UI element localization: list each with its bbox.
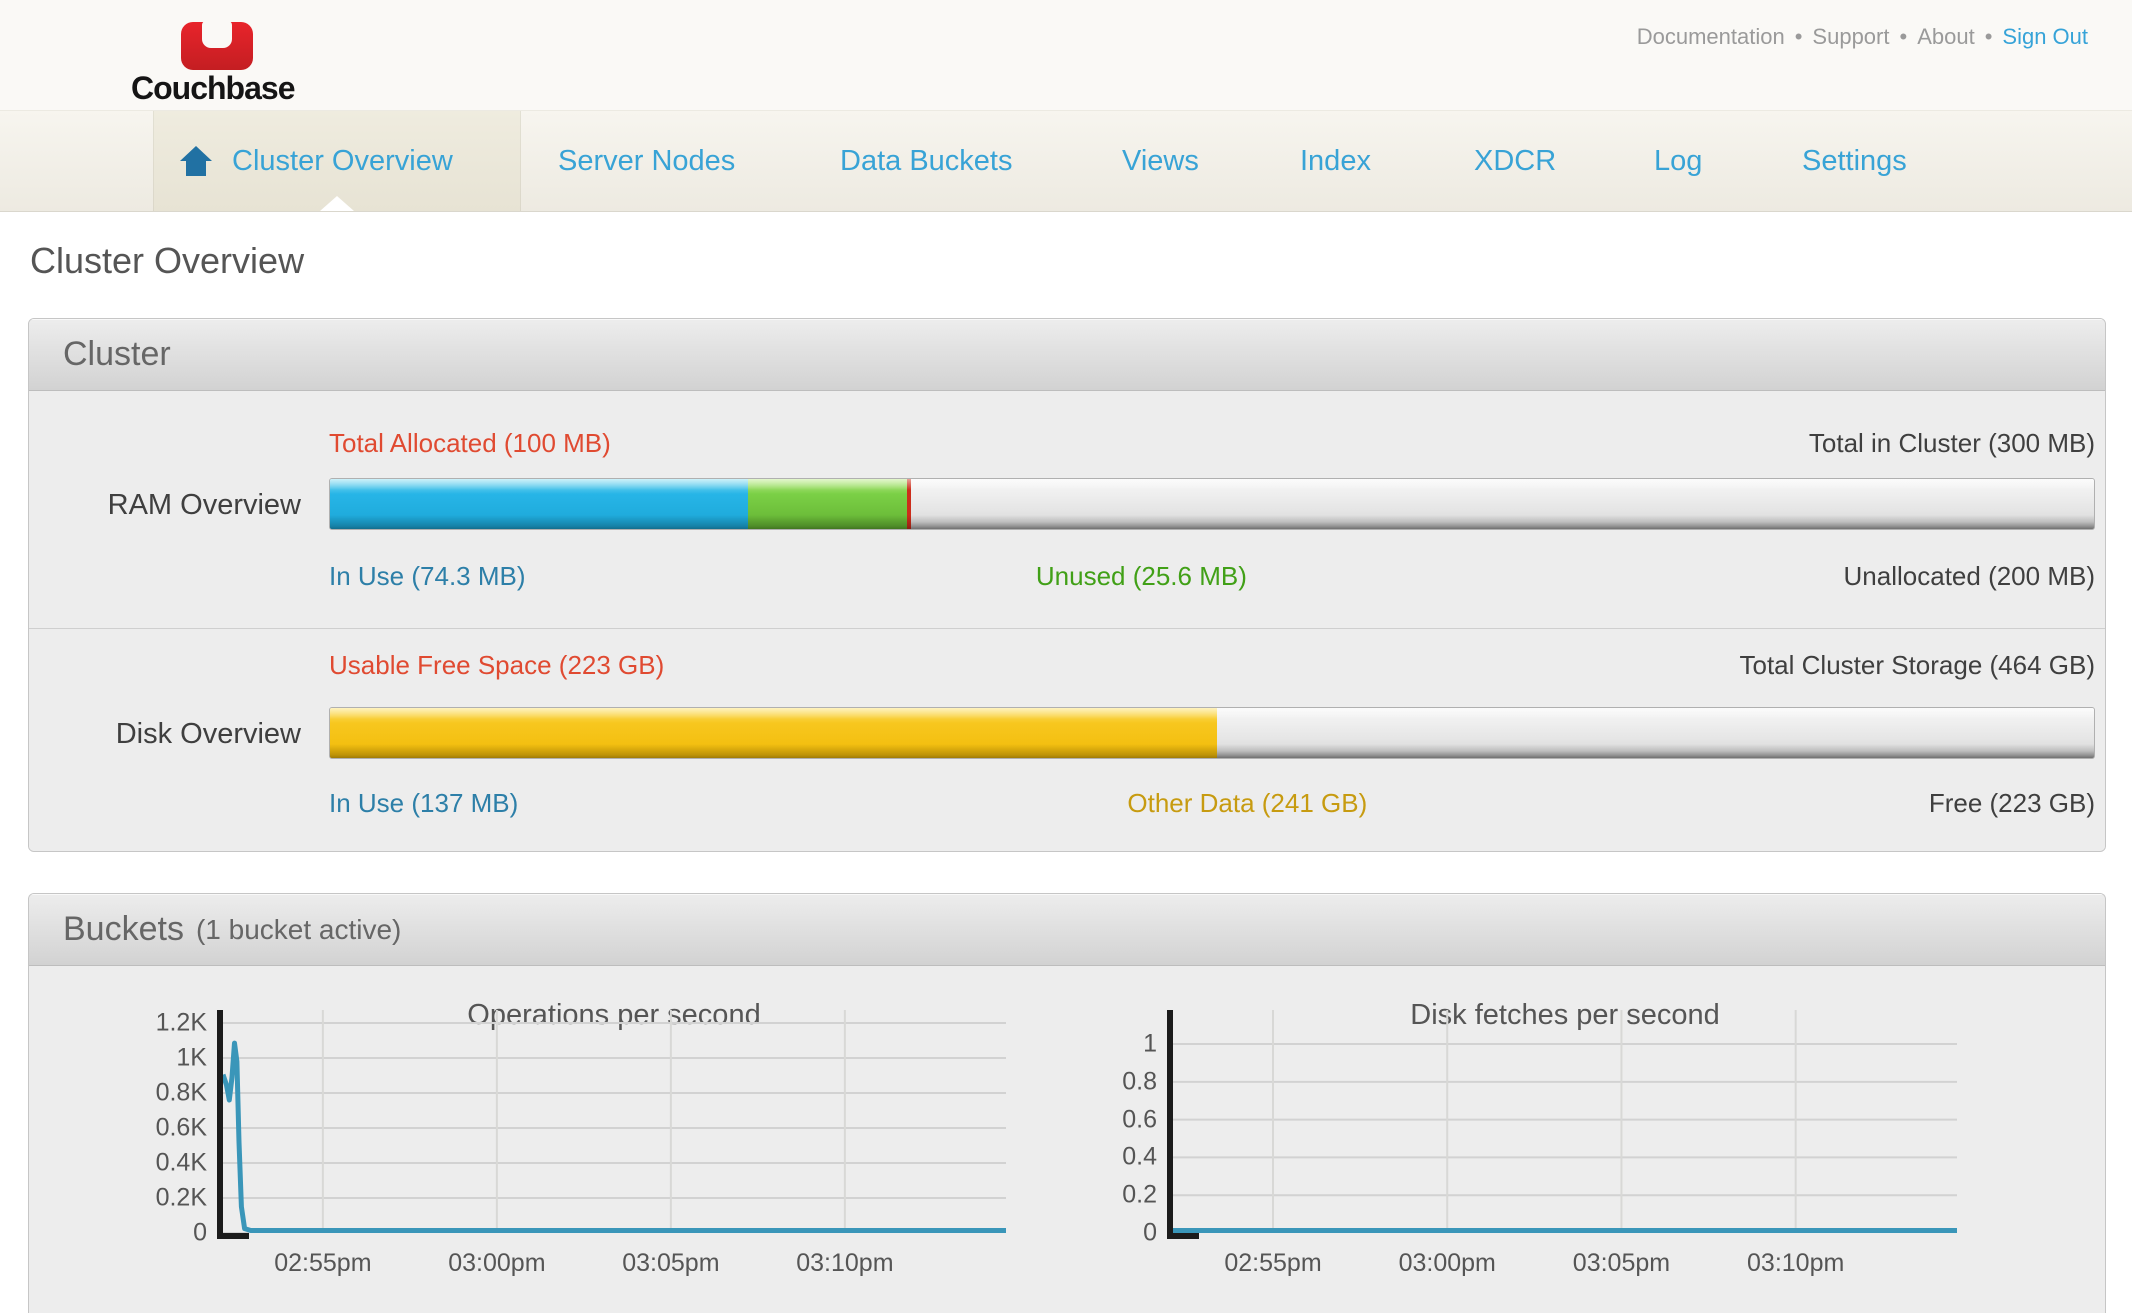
couchbase-logo-icon: [181, 21, 253, 70]
about-link[interactable]: About: [1917, 24, 1975, 49]
disk-other-data-label: Other Data (241 GB): [1127, 788, 1368, 818]
tab-index[interactable]: Index: [1300, 144, 1371, 177]
tab-settings[interactable]: Settings: [1802, 144, 1907, 177]
link-separator: •: [1794, 24, 1803, 49]
x-axis-tick-label: 02:55pm: [274, 1249, 372, 1277]
cluster-panel: Cluster RAM Overview Total Allocated (10…: [28, 318, 2106, 852]
header-links: Documentation • Support • About • Sign Out: [1637, 24, 2088, 50]
ops_per_second-line: [223, 1040, 1006, 1233]
y-axis-tick-label: 0.6: [1122, 1105, 1157, 1134]
support-link[interactable]: Support: [1812, 24, 1890, 49]
sign-out-link[interactable]: Sign Out: [2002, 24, 2088, 49]
y-axis-tick-label: 1K: [176, 1043, 207, 1072]
couchbase-logo-notch: [202, 21, 232, 48]
ram-unused-label: Unused (25.6 MB): [1035, 561, 1247, 591]
link-separator: •: [1984, 24, 1993, 49]
disk-usable-free-space-label: Usable Free Space (223 GB): [329, 650, 665, 680]
ram-allocated-marker: [906, 479, 911, 529]
disk-in-use-label: In Use (137 MB): [329, 788, 519, 818]
tab-cluster-overview[interactable]: Cluster Overview: [153, 111, 521, 211]
tab-server-nodes[interactable]: Server Nodes: [558, 144, 736, 177]
disk-overview-label: Disk Overview: [115, 718, 301, 750]
main-navbar: Cluster Overview Server Nodes Data Bucke…: [0, 110, 2132, 212]
ram-bottom-labels: In Use (74.3 MB) Unused (25.6 MB) Unallo…: [329, 561, 2095, 591]
x-axis-tick-label: 03:10pm: [1747, 1249, 1845, 1277]
disk-free-label: Free (223 GB): [1928, 788, 2095, 818]
documentation-link[interactable]: Documentation: [1636, 24, 1785, 49]
ram-total-allocated-label: Total Allocated (100 MB): [329, 428, 611, 458]
y-axis-tick-label: 0.2: [1122, 1180, 1157, 1209]
cluster-panel-header: Cluster: [29, 319, 2105, 391]
tab-data-buckets[interactable]: Data Buckets: [840, 144, 1013, 177]
y-axis: [217, 1010, 223, 1239]
y-axis-tick-label: 0: [193, 1218, 207, 1247]
ram-total-in-cluster-label: Total in Cluster (300 MB): [1808, 428, 2095, 458]
tab-log[interactable]: Log: [1654, 144, 1703, 177]
ram-in-use-label: In Use (74.3 MB): [329, 561, 526, 591]
disk-top-labels: Usable Free Space (223 GB) Total Cluster…: [329, 650, 2095, 680]
link-separator: •: [1899, 24, 1908, 49]
x-axis-foot: [1167, 1233, 1199, 1239]
ram-overview-row: RAM Overview Total Allocated (100 MB) To…: [29, 391, 2105, 628]
y-axis-tick-label: 1.2K: [155, 1008, 207, 1037]
x-axis-tick-label: 03:00pm: [448, 1249, 546, 1277]
ram-in-use-segment: [330, 479, 749, 529]
home-icon: [180, 146, 212, 176]
y-axis-tick-label: 0.4K: [155, 1148, 207, 1177]
chart-plot-svg: [223, 1010, 1006, 1233]
buckets-panel-title: Buckets: [63, 910, 184, 948]
x-axis-tick-label: 03:05pm: [622, 1249, 720, 1277]
ram-unused-segment: [748, 479, 907, 529]
ram-top-labels: Total Allocated (100 MB) Total in Cluste…: [329, 428, 2095, 458]
y-axis-tick-label: 0.4: [1122, 1142, 1157, 1171]
ram-unallocated-label: Unallocated (200 MB): [1843, 561, 2095, 591]
y-axis-tick-label: 0.2K: [155, 1183, 207, 1212]
x-axis-tick-label: 02:55pm: [1224, 1249, 1322, 1277]
tab-label: Cluster Overview: [232, 144, 453, 177]
y-axis-tick-label: 0.8: [1122, 1067, 1157, 1096]
page-title: Cluster Overview: [30, 240, 305, 281]
y-axis-tick-label: 0.8K: [155, 1078, 207, 1107]
couchbase-logo-text: Couchbase: [131, 70, 295, 106]
active-tab-pointer: [320, 196, 354, 211]
x-axis-foot: [217, 1233, 249, 1239]
chart-plot-svg: [1173, 1010, 1957, 1233]
y-axis-tick-label: 1: [1143, 1029, 1157, 1058]
disk-used-segment: [330, 708, 1218, 758]
cluster-panel-body: RAM Overview Total Allocated (100 MB) To…: [29, 391, 2105, 851]
buckets-panel: Buckets (1 bucket active) Operations per…: [28, 893, 2106, 1313]
top-header: Couchbase Documentation • Support • About • Si…: [0, 0, 2132, 110]
y-axis: [1167, 1010, 1173, 1239]
y-axis-tick-label: 0.6K: [155, 1113, 207, 1142]
y-axis-tick-label: 0: [1143, 1218, 1157, 1247]
buckets-panel-body: Operations per second 0 0.2K 0.4K 0.6K 0.8K 1…: [29, 966, 2105, 1313]
operations-per-second-chart: Operations per second 0 0.2K 0.4K 0.6K 0.8K 1…: [29, 966, 2105, 1313]
disk-usage-bar: [329, 707, 2095, 759]
x-axis-tick-label: 03:05pm: [1572, 1249, 1671, 1277]
cluster-panel-title: Cluster: [63, 335, 171, 373]
chart-title: Disk fetches per second: [1410, 999, 1720, 1031]
chart-title: Operations per second: [467, 999, 761, 1031]
buckets-panel-subtitle: (1 bucket active): [195, 913, 402, 945]
x-axis-tick-label: 03:00pm: [1398, 1249, 1496, 1277]
ram-usage-bar: [329, 478, 2095, 530]
buckets-panel-header: Buckets (1 bucket active): [29, 894, 2105, 966]
disk-total-storage-label: Total Cluster Storage (464 GB): [1739, 650, 2096, 680]
x-axis-tick-label: 03:10pm: [796, 1249, 894, 1277]
tab-xdcr[interactable]: XDCR: [1474, 144, 1557, 177]
disk-fetches-per-second-chart: Disk fetches per second 0 0.2 0.4 0.6 0.8 1 02…: [29, 966, 2105, 1313]
disk-overview-row: Disk Overview Usable Free Space (223 GB)…: [29, 628, 2105, 851]
disk-bottom-labels: In Use (137 MB) Other Data (241 GB) Free…: [329, 788, 2095, 818]
ram-overview-label: RAM Overview: [107, 489, 301, 521]
tab-views[interactable]: Views: [1122, 144, 1199, 177]
